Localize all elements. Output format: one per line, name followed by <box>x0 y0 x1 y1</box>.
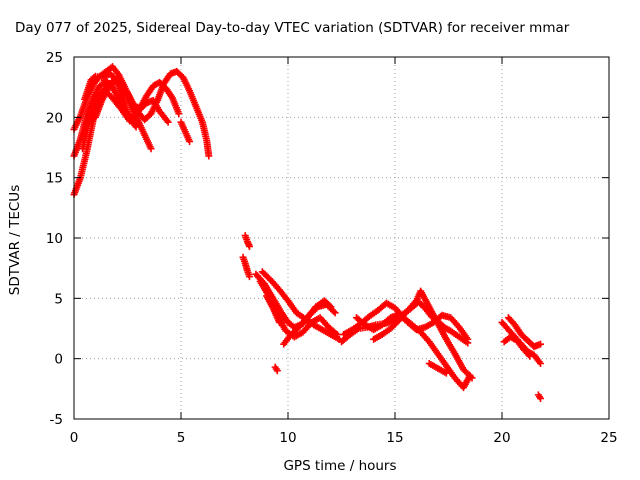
y-tick-label: 0 <box>54 352 63 368</box>
x-tick-label: 15 <box>386 430 403 446</box>
data-point-marker <box>525 351 533 359</box>
data-point-marker <box>275 318 283 326</box>
series-arc-05 <box>91 77 172 126</box>
chart-title: Day 077 of 2025, Sidereal Day-to-day VTE… <box>15 20 570 36</box>
data-points <box>70 63 545 402</box>
series-arc-17 <box>340 299 474 392</box>
data-point-marker <box>175 110 183 118</box>
x-tick-label: 10 <box>279 430 296 446</box>
data-point-marker <box>205 152 213 160</box>
y-tick-label: -5 <box>50 412 63 428</box>
series-arc-20 <box>425 359 450 377</box>
data-point-marker <box>164 118 172 126</box>
data-point-marker <box>537 340 545 348</box>
series-arc-12 <box>258 268 343 343</box>
series-arc-06 <box>79 86 134 153</box>
data-point-marker <box>186 137 194 145</box>
y-tick-label: 5 <box>54 291 63 307</box>
series-arc-19 <box>370 287 476 382</box>
data-point-marker <box>273 367 281 375</box>
x-tick-label: 0 <box>70 430 79 446</box>
data-point-marker <box>537 359 545 367</box>
data-point-marker <box>537 394 545 402</box>
x-tick-label: 25 <box>600 430 617 446</box>
data-point-marker <box>464 335 472 343</box>
data-point-marker <box>330 307 338 315</box>
y-tick-label: 20 <box>46 110 63 126</box>
series-arc-22 <box>500 333 534 360</box>
series-arc-09 <box>239 253 253 281</box>
y-tick-label: 25 <box>46 50 63 66</box>
y-axis-label: SDTVAR / TECUs <box>7 185 23 295</box>
data-point-marker <box>526 352 534 360</box>
x-tick-label: 5 <box>177 430 186 446</box>
series-arc-23 <box>504 314 545 351</box>
data-point-marker <box>245 273 253 281</box>
x-axis-label: GPS time / hours <box>283 458 396 474</box>
series-arc-07 <box>177 118 194 145</box>
series-arc-15 <box>271 363 281 375</box>
data-point-marker <box>132 123 140 131</box>
data-point-marker <box>442 369 450 377</box>
data-point-marker <box>468 374 476 382</box>
data-point-marker <box>126 117 134 125</box>
data-point-marker <box>467 373 475 381</box>
y-tick-label: 10 <box>46 231 63 247</box>
series-arc-14 <box>263 292 283 326</box>
data-point-marker <box>245 242 253 250</box>
axis-ticks: 0 5 10 15 20 25 -5 0 5 10 15 20 25 <box>46 50 618 446</box>
data-point-marker <box>147 145 155 153</box>
y-tick-label: 15 <box>46 171 63 187</box>
series-arc-08 <box>241 232 253 250</box>
series-arc-02 <box>70 77 140 160</box>
x-tick-label: 20 <box>493 430 510 446</box>
series-arc-13 <box>280 297 335 348</box>
data-point-marker <box>326 302 334 310</box>
data-point-marker <box>327 303 335 311</box>
series-arc-24 <box>534 391 545 402</box>
data-point-marker <box>331 309 339 317</box>
grid-lines <box>74 57 609 419</box>
